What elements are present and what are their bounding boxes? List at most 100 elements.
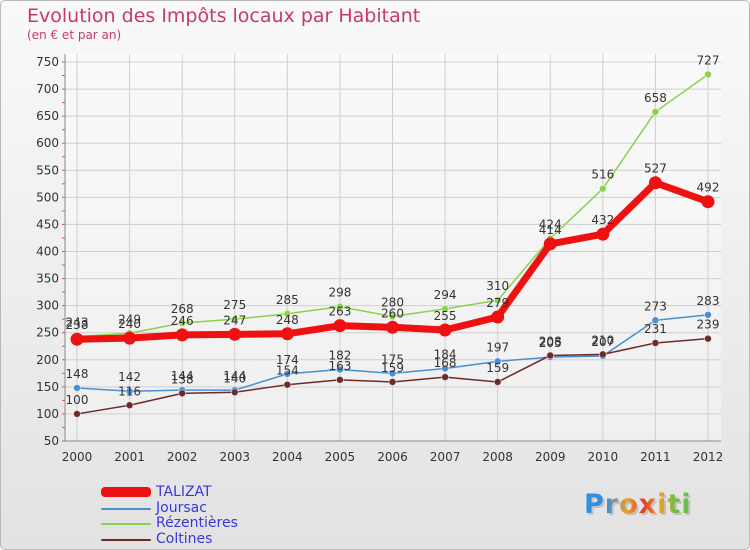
data-point-coltines <box>283 380 292 389</box>
data-point-coltines <box>178 389 187 398</box>
data-label-joursac: 142 <box>118 370 141 384</box>
legend-label-talizat: TALIZAT <box>156 484 212 500</box>
data-label-talizat: 279 <box>486 296 509 310</box>
data-point-talizat <box>491 310 505 324</box>
data-label-rzentires: 727 <box>697 53 720 67</box>
data-point-rzentires <box>704 70 712 79</box>
data-point-joursac <box>441 364 449 373</box>
y-tick-label: 550 <box>36 163 59 177</box>
data-point-coltines <box>230 388 239 397</box>
data-label-talizat: 247 <box>223 313 246 327</box>
data-label-joursac: 144 <box>223 369 246 383</box>
data-label-coltines: 168 <box>434 356 457 370</box>
data-point-coltines <box>493 378 502 386</box>
x-tick-label: 2000 <box>62 450 93 464</box>
data-point-coltines <box>441 373 449 382</box>
data-label-talizat: 238 <box>66 318 89 332</box>
legend-swatch-joursac <box>101 507 151 510</box>
y-tick-label: 350 <box>36 272 59 286</box>
y-tick-label: 100 <box>36 407 59 421</box>
y-tick-label: 650 <box>36 109 59 123</box>
data-point-joursac <box>73 384 81 392</box>
y-tick-label: 300 <box>36 299 59 313</box>
data-label-joursac: 197 <box>486 340 509 354</box>
data-label-joursac: 283 <box>697 294 720 308</box>
data-label-joursac: 205 <box>539 336 562 350</box>
data-label-coltines: 231 <box>644 322 667 336</box>
data-label-talizat: 240 <box>118 317 141 331</box>
data-label-talizat: 246 <box>171 314 194 328</box>
data-point-talizat <box>701 195 715 209</box>
data-label-joursac: 174 <box>276 353 299 367</box>
data-point-talizat <box>596 227 610 241</box>
data-point-coltines <box>73 410 81 418</box>
data-point-talizat <box>543 237 557 251</box>
data-point-talizat <box>386 320 399 334</box>
legend-swatch-coltines <box>101 538 151 541</box>
legend-label-coltines: Coltines <box>156 530 213 547</box>
x-tick-label: 2006 <box>377 450 408 464</box>
x-tick-label: 2007 <box>430 450 461 464</box>
data-label-joursac: 175 <box>381 352 404 366</box>
data-label-talizat: 527 <box>644 162 667 176</box>
data-label-talizat: 255 <box>434 309 457 323</box>
data-label-talizat: 432 <box>591 213 614 227</box>
data-label-coltines: 154 <box>276 364 299 378</box>
data-point-talizat <box>333 319 347 333</box>
data-point-joursac <box>493 357 502 366</box>
data-label-coltines: 100 <box>66 393 89 407</box>
data-label-joursac: 182 <box>328 349 351 363</box>
legend-swatch-rzentires <box>101 523 151 525</box>
data-label-rzentires: 516 <box>591 168 614 182</box>
x-tick-label: 2003 <box>219 450 250 464</box>
data-point-talizat <box>175 328 189 342</box>
legend-label-joursac: Joursac <box>156 499 207 516</box>
data-label-coltines: 138 <box>171 372 194 386</box>
chart-subtitle: (en € et par an) <box>27 28 122 42</box>
y-tick-label: 600 <box>36 136 59 150</box>
data-label-rzentires: 310 <box>486 279 509 293</box>
legend-swatch-talizat <box>101 487 151 497</box>
data-label-coltines: 208 <box>539 334 562 348</box>
x-tick-label: 2011 <box>640 450 671 464</box>
y-tick-label: 200 <box>36 353 59 367</box>
y-tick-label: 250 <box>36 326 59 340</box>
data-point-talizat <box>228 327 242 341</box>
data-label-rzentires: 285 <box>276 293 299 307</box>
data-point-coltines <box>546 351 555 360</box>
y-tick-label: 750 <box>36 55 59 69</box>
x-tick-label: 2008 <box>482 450 513 464</box>
data-point-joursac <box>704 310 712 319</box>
data-point-rzentires <box>441 304 449 313</box>
data-point-coltines <box>336 375 344 384</box>
data-label-coltines: 163 <box>328 359 351 373</box>
data-label-talizat: 260 <box>381 306 404 320</box>
data-point-coltines <box>704 334 712 343</box>
data-label-joursac: 207 <box>591 335 614 349</box>
data-point-joursac <box>125 387 134 396</box>
data-label-rzentires: 275 <box>223 298 246 312</box>
data-label-joursac: 148 <box>66 367 89 381</box>
data-point-rzentires <box>651 107 660 116</box>
data-label-talizat: 492 <box>697 181 720 195</box>
y-tick-label: 700 <box>36 82 59 96</box>
x-tick-label: 2009 <box>535 450 566 464</box>
data-label-rzentires: 294 <box>434 288 457 302</box>
data-point-talizat <box>70 332 84 346</box>
data-point-coltines <box>125 401 134 410</box>
data-label-joursac: 144 <box>171 369 194 383</box>
data-label-rzentires: 658 <box>644 91 667 105</box>
data-label-rzentires: 249 <box>118 312 141 326</box>
data-point-rzentires <box>283 309 292 318</box>
data-point-coltines <box>598 350 607 359</box>
proxiti-logo-shadow: Proxiti <box>586 491 694 522</box>
data-point-rzentires <box>178 319 187 327</box>
data-label-coltines: 140 <box>223 371 246 385</box>
x-tick-label: 2010 <box>588 450 619 464</box>
data-label-rzentires: 243 <box>66 316 89 330</box>
data-point-joursac <box>283 369 292 378</box>
x-tick-label: 2005 <box>325 450 356 464</box>
y-tick-label: 50 <box>44 434 59 448</box>
